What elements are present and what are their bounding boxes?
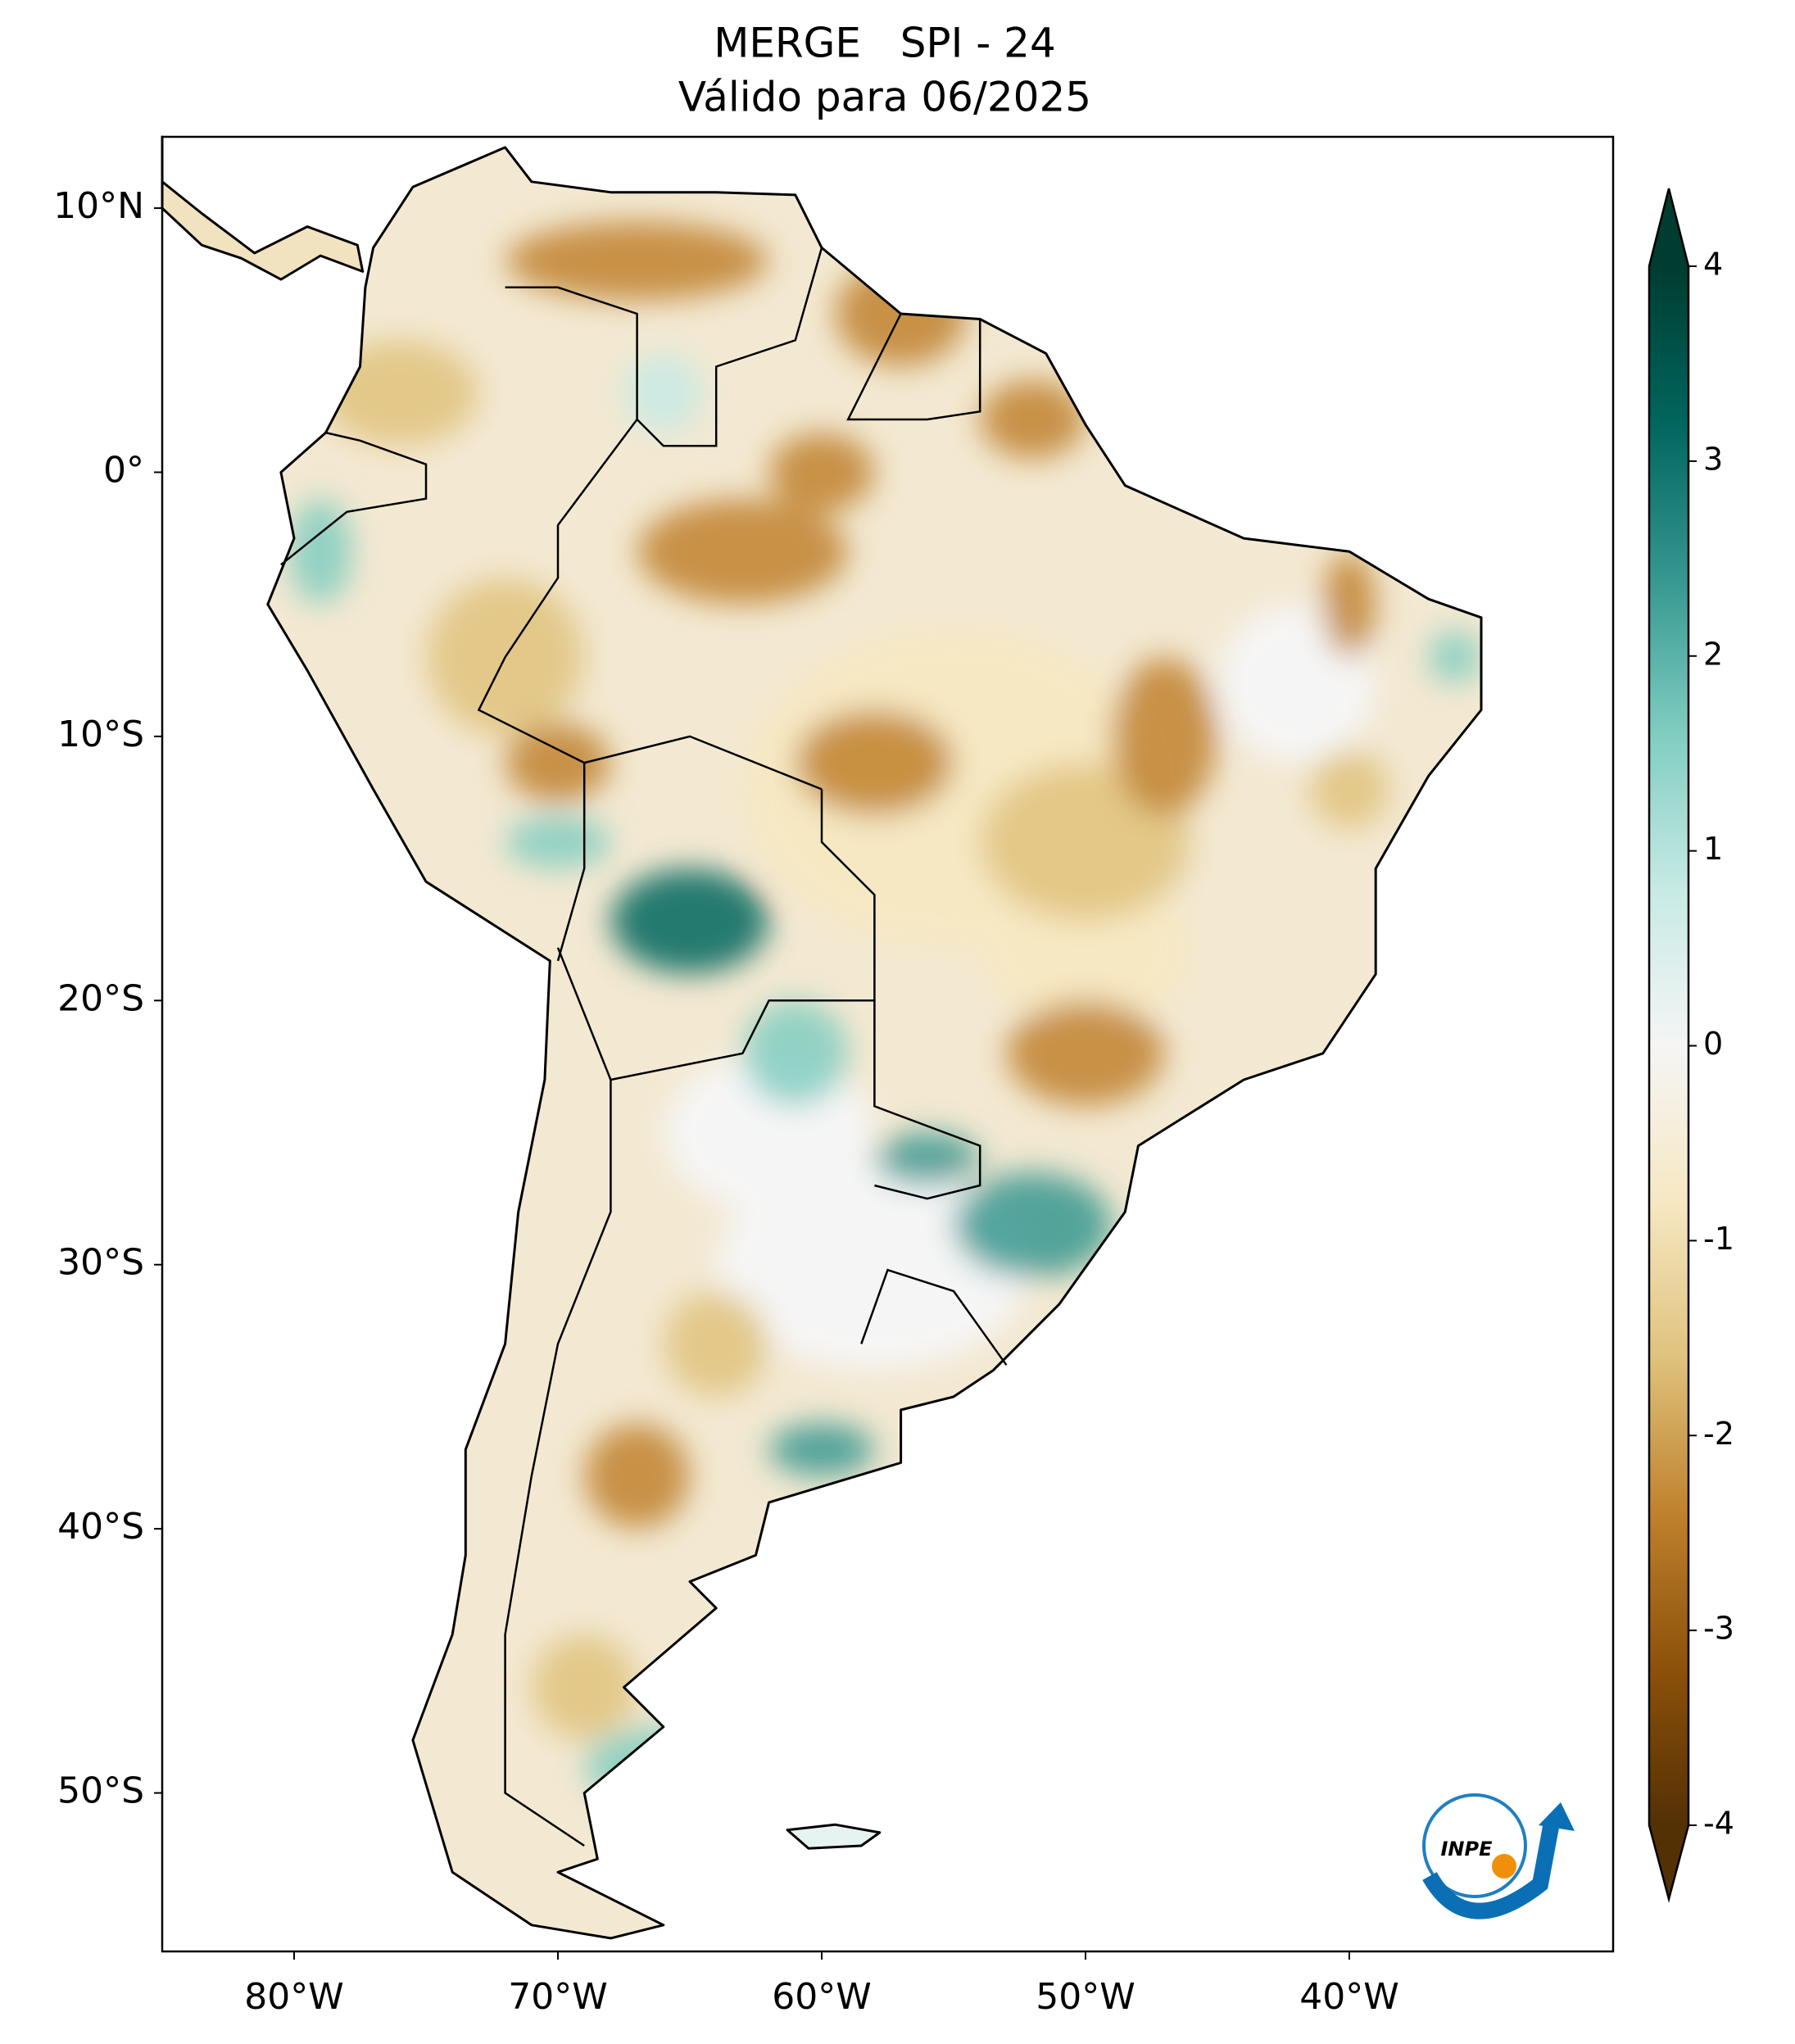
country-border — [860, 1268, 1008, 1366]
logo-text: INPE — [1441, 1838, 1494, 1860]
country-border — [846, 313, 981, 421]
map — [161, 135, 1483, 1940]
wet-patch — [505, 815, 610, 868]
colorbar-extend-top — [1649, 188, 1688, 266]
dry-patch — [320, 340, 478, 446]
colorbar-tick-label: -2 — [1703, 1416, 1734, 1452]
y-tick-label: 20°S — [57, 977, 144, 1019]
colorbar-tick-label: 4 — [1703, 247, 1723, 283]
land — [162, 137, 363, 280]
title: MERGE SPI - 24 — [714, 20, 1056, 67]
dry-patch — [1310, 750, 1389, 829]
country-border — [504, 947, 612, 1847]
wet-patch — [1428, 631, 1481, 684]
dry-patch — [1007, 1000, 1164, 1106]
country-border — [477, 286, 638, 962]
country-border — [610, 999, 981, 1200]
y-tick-label: 10°N — [53, 185, 144, 227]
colorbar-tick-label: 2 — [1703, 636, 1723, 672]
dry-patch — [505, 723, 610, 803]
colorbar-tick-label: 3 — [1703, 441, 1723, 477]
country-border — [820, 789, 876, 1001]
x-tick-label: 60°W — [772, 1976, 872, 2018]
y-tick-label: 0° — [103, 449, 144, 491]
colorbar: -4 -3 -2 -1 0 1 2 3 4 — [1648, 188, 1734, 1903]
wet-patch — [874, 1132, 980, 1185]
neutral-patch — [717, 1159, 1032, 1370]
coastline — [161, 135, 365, 281]
y-tick-label: 40°S — [57, 1506, 144, 1548]
dry-patch — [980, 379, 1086, 459]
colorbar-tick-label: 0 — [1703, 1026, 1723, 1062]
colorbar-tick-label: -3 — [1703, 1611, 1734, 1647]
y-tick-label: 50°S — [57, 1770, 144, 1812]
y-tick-label: 10°S — [57, 714, 144, 755]
map-frame — [161, 135, 1615, 1953]
wet-patch — [584, 1727, 742, 1806]
country-border — [280, 431, 428, 566]
country-border — [636, 247, 823, 447]
colorbar-tick-label: 1 — [1703, 831, 1723, 867]
coastline — [266, 146, 1483, 1940]
colorbar-tick-label: -1 — [1703, 1221, 1734, 1257]
wet-patch — [742, 1000, 848, 1106]
logo: INPE — [1422, 1793, 1575, 1919]
colorbar-body — [1649, 266, 1688, 1825]
subtitle: Válido para 06/2025 — [678, 74, 1091, 121]
x-tick-label: 50°W — [1036, 1976, 1135, 2018]
wet-patch — [623, 353, 703, 433]
x-tick-label: 80°W — [244, 1976, 344, 2018]
dry-patch — [584, 1423, 690, 1529]
dry-patch — [1323, 551, 1376, 657]
dry-patch — [796, 710, 954, 816]
dry-patch — [637, 499, 848, 605]
x-tick-label: 70°W — [508, 1976, 608, 2018]
dry-patch — [1112, 657, 1217, 815]
wet-patch — [769, 1423, 874, 1476]
wet-patch — [288, 499, 352, 605]
land — [787, 1824, 880, 1849]
country-border — [583, 735, 823, 791]
y-tick-label: 30°S — [57, 1242, 144, 1284]
colorbar-tick-label: -4 — [1703, 1806, 1734, 1842]
x-tick-label: 40°W — [1299, 1976, 1399, 2018]
wet-patch — [954, 1172, 1112, 1278]
dry-patch — [505, 221, 768, 301]
wet-patch — [611, 868, 768, 974]
dry-patch — [769, 433, 874, 512]
colorbar-extend-bottom — [1649, 1825, 1688, 1899]
coastline — [786, 1823, 882, 1850]
dry-patch — [532, 1634, 637, 1740]
dry-patch — [664, 1291, 769, 1397]
